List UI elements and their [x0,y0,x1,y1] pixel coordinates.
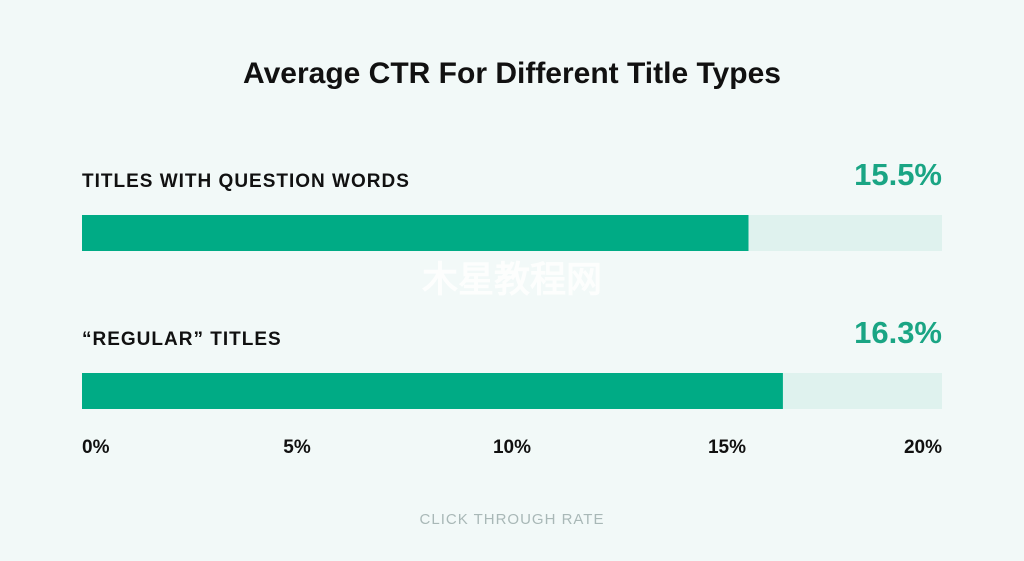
value-label: 16.3% [854,315,942,350]
category-label: “REGULAR” TITLES [82,329,282,350]
bar [82,373,783,409]
x-tick-label: 10% [493,437,531,458]
value-label: 15.5% [854,157,942,192]
x-tick-label: 5% [283,437,311,458]
category-label: TITLES WITH QUESTION WORDS [82,171,410,192]
bar [82,215,749,251]
watermark: 木星教程网 [422,259,602,300]
x-tick-label: 20% [904,437,942,458]
x-tick-label: 15% [708,437,746,458]
chart-title: Average CTR For Different Title Types [243,57,781,90]
x-axis-label: CLICK THROUGH RATE [420,511,605,528]
x-tick-label: 0% [82,437,110,458]
